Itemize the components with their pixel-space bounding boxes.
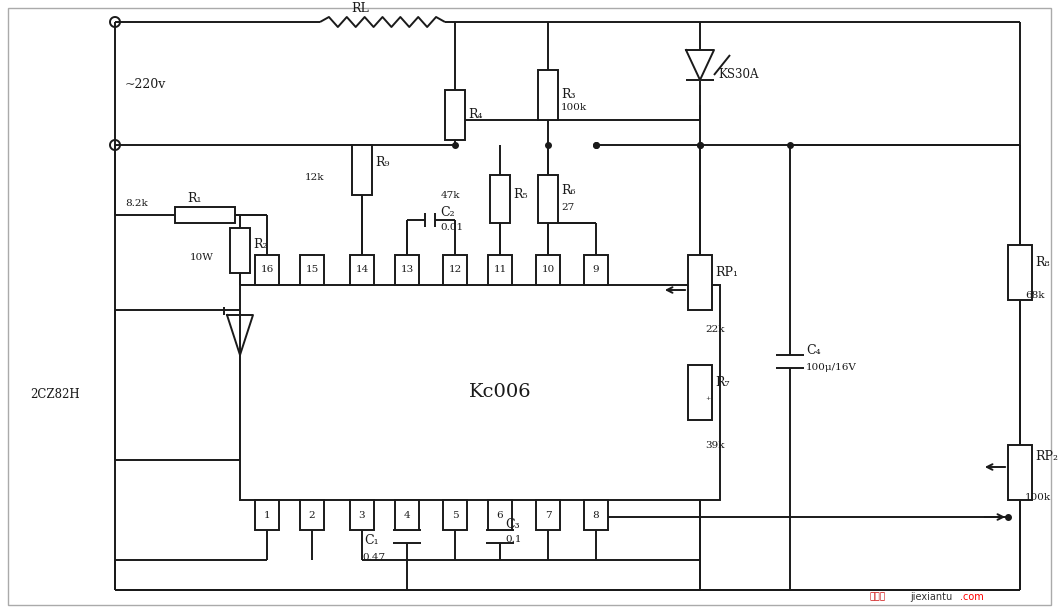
Text: 4: 4 xyxy=(403,511,410,519)
Text: ~220v: ~220v xyxy=(125,78,166,91)
Text: 12k: 12k xyxy=(305,172,324,181)
Text: 16: 16 xyxy=(261,265,273,275)
Text: R₃: R₃ xyxy=(561,88,575,102)
Text: 12: 12 xyxy=(448,265,462,275)
Bar xyxy=(688,365,712,420)
Text: 8: 8 xyxy=(593,511,599,519)
Text: 14: 14 xyxy=(356,265,369,275)
Text: 100μ/16V: 100μ/16V xyxy=(806,364,857,373)
Text: C₃: C₃ xyxy=(505,519,520,531)
Text: C₁: C₁ xyxy=(364,533,379,547)
Bar xyxy=(443,500,467,530)
Bar xyxy=(536,500,560,530)
Text: 11: 11 xyxy=(493,265,506,275)
Bar xyxy=(1008,245,1033,300)
Bar xyxy=(536,255,560,285)
Text: R₅: R₅ xyxy=(513,189,527,202)
Bar xyxy=(351,500,374,530)
Bar xyxy=(395,255,419,285)
Bar xyxy=(300,255,324,285)
Text: Kc006: Kc006 xyxy=(469,383,532,401)
Text: 15: 15 xyxy=(305,265,319,275)
Text: 接线图: 接线图 xyxy=(870,593,886,601)
Bar xyxy=(584,500,608,530)
Bar xyxy=(443,255,467,285)
Text: .com: .com xyxy=(961,592,984,602)
Bar xyxy=(240,285,720,500)
Text: 5: 5 xyxy=(452,511,459,519)
Text: KS30A: KS30A xyxy=(718,69,758,82)
Text: RP₂: RP₂ xyxy=(1035,451,1058,463)
Text: 39k: 39k xyxy=(705,441,724,449)
Text: R₆: R₆ xyxy=(561,183,575,197)
Text: 8.2k: 8.2k xyxy=(125,199,148,207)
Text: 7: 7 xyxy=(544,511,552,519)
Text: 1: 1 xyxy=(264,511,270,519)
Bar xyxy=(175,207,235,223)
Bar xyxy=(584,255,608,285)
Bar xyxy=(230,228,250,273)
Bar xyxy=(1008,445,1033,500)
Bar xyxy=(255,255,279,285)
Text: C₂: C₂ xyxy=(439,205,454,218)
Bar xyxy=(488,255,511,285)
Text: C₄: C₄ xyxy=(806,343,821,357)
Text: jiexiantu: jiexiantu xyxy=(910,592,952,602)
Polygon shape xyxy=(686,50,714,80)
Text: 9: 9 xyxy=(593,265,599,275)
Bar xyxy=(688,255,712,310)
Bar xyxy=(300,500,324,530)
Text: 2CZ82H: 2CZ82H xyxy=(30,389,79,402)
Polygon shape xyxy=(227,315,253,355)
Text: 0.1: 0.1 xyxy=(505,536,521,544)
Text: 10: 10 xyxy=(541,265,555,275)
Text: RP₁: RP₁ xyxy=(715,265,738,278)
Text: 2: 2 xyxy=(308,511,316,519)
Text: R₁: R₁ xyxy=(187,192,202,205)
Text: 68k: 68k xyxy=(1025,291,1044,300)
Text: R₇: R₇ xyxy=(715,376,730,389)
Text: 6: 6 xyxy=(497,511,503,519)
Text: 0.01: 0.01 xyxy=(439,223,463,232)
Bar xyxy=(490,175,510,223)
Text: 3: 3 xyxy=(359,511,365,519)
Bar xyxy=(445,90,465,140)
Text: R₈: R₈ xyxy=(1035,256,1049,268)
Bar xyxy=(538,175,558,223)
Bar xyxy=(488,500,511,530)
Bar xyxy=(395,500,419,530)
Bar xyxy=(255,500,279,530)
Text: 27: 27 xyxy=(561,202,574,211)
Text: 47k: 47k xyxy=(441,191,460,199)
Text: R₉: R₉ xyxy=(375,156,390,170)
Text: R₄: R₄ xyxy=(468,109,483,121)
Text: 100k: 100k xyxy=(1025,493,1052,503)
Text: R₂: R₂ xyxy=(253,238,268,251)
Text: 13: 13 xyxy=(400,265,414,275)
Text: ⁺: ⁺ xyxy=(705,395,711,405)
Text: 22k: 22k xyxy=(705,326,724,335)
Text: 100k: 100k xyxy=(561,104,587,113)
Bar xyxy=(352,145,372,195)
Bar xyxy=(351,255,374,285)
Text: RL: RL xyxy=(352,1,369,15)
Text: 10W: 10W xyxy=(190,254,214,262)
Text: 0.47: 0.47 xyxy=(362,552,385,562)
Bar xyxy=(538,70,558,120)
